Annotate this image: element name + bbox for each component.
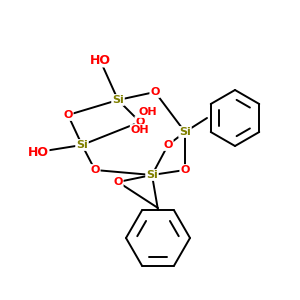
Text: O: O <box>113 177 123 187</box>
Text: O: O <box>150 87 160 97</box>
Text: O: O <box>63 110 73 120</box>
Text: Si: Si <box>112 95 124 105</box>
Text: O: O <box>135 117 145 127</box>
Text: HO: HO <box>89 53 110 67</box>
Text: O: O <box>180 165 190 175</box>
Text: Si: Si <box>76 140 88 150</box>
Text: O: O <box>163 140 173 150</box>
Text: OH: OH <box>139 107 157 117</box>
Text: Si: Si <box>179 127 191 137</box>
Text: HO: HO <box>28 146 49 158</box>
Text: OH: OH <box>131 125 149 135</box>
Text: O: O <box>90 165 100 175</box>
Text: Si: Si <box>146 170 158 180</box>
